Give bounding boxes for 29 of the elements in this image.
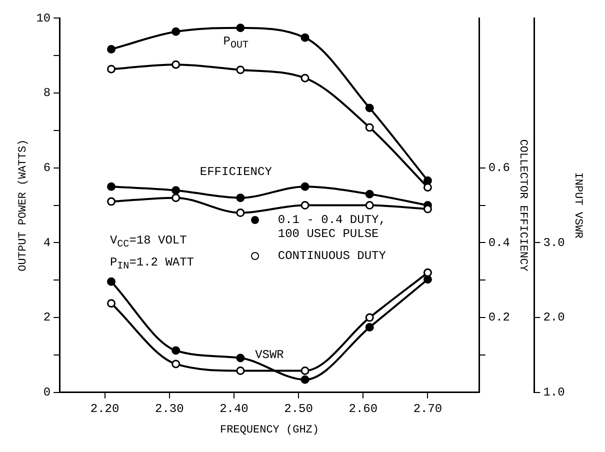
y-tick-label: 8: [43, 86, 51, 100]
x-tick-label: 2.50: [284, 402, 313, 416]
y3-axis-title: INPUT VSWR: [571, 172, 584, 239]
y3-tick-label: 2.0: [543, 310, 565, 325]
y-tick-label: 10: [36, 11, 51, 26]
annotation: EFFICIENCY: [200, 164, 272, 179]
y3-tick-label: 3.0: [543, 236, 565, 250]
legend-label: 0.1 - 0.4 DUTY, 100 USEC PULSE: [278, 212, 387, 241]
annotation: P$_{OUT}$: [223, 34, 249, 54]
y2-tick-label: 0.2: [488, 310, 510, 325]
y-tick-label: 2: [43, 310, 51, 325]
annotation: P$_{IN}$=1.2 WATT: [110, 255, 194, 275]
annotation: V$_{CC}$=18 VOLT: [110, 233, 187, 252]
x-tick-label: 2.60: [348, 402, 378, 416]
y-axis-title: OUTPUT POWER (WATTS): [18, 139, 30, 272]
y-tick-label: 0: [43, 386, 51, 400]
legend-label: CONTINUOUS DUTY: [278, 248, 387, 263]
y-tick-label: 4: [43, 236, 51, 250]
y2-tick-label: 0.6: [488, 161, 510, 176]
x-tick-label: 2.20: [90, 402, 120, 416]
y-tick-label: 6: [43, 161, 51, 176]
x-axis-title: FREQUENCY (GHZ): [220, 424, 320, 436]
x-tick-label: 2.70: [413, 402, 442, 416]
x-tick-label: 2.30: [154, 402, 184, 416]
annotation: VSWR: [255, 348, 284, 362]
y2-axis-title: COLLECTOR EFFICIENCY: [516, 139, 529, 272]
y3-tick-label: 1.0: [543, 386, 565, 400]
y2-tick-label: 0.4: [488, 236, 510, 250]
x-tick-label: 2.40: [220, 402, 248, 416]
